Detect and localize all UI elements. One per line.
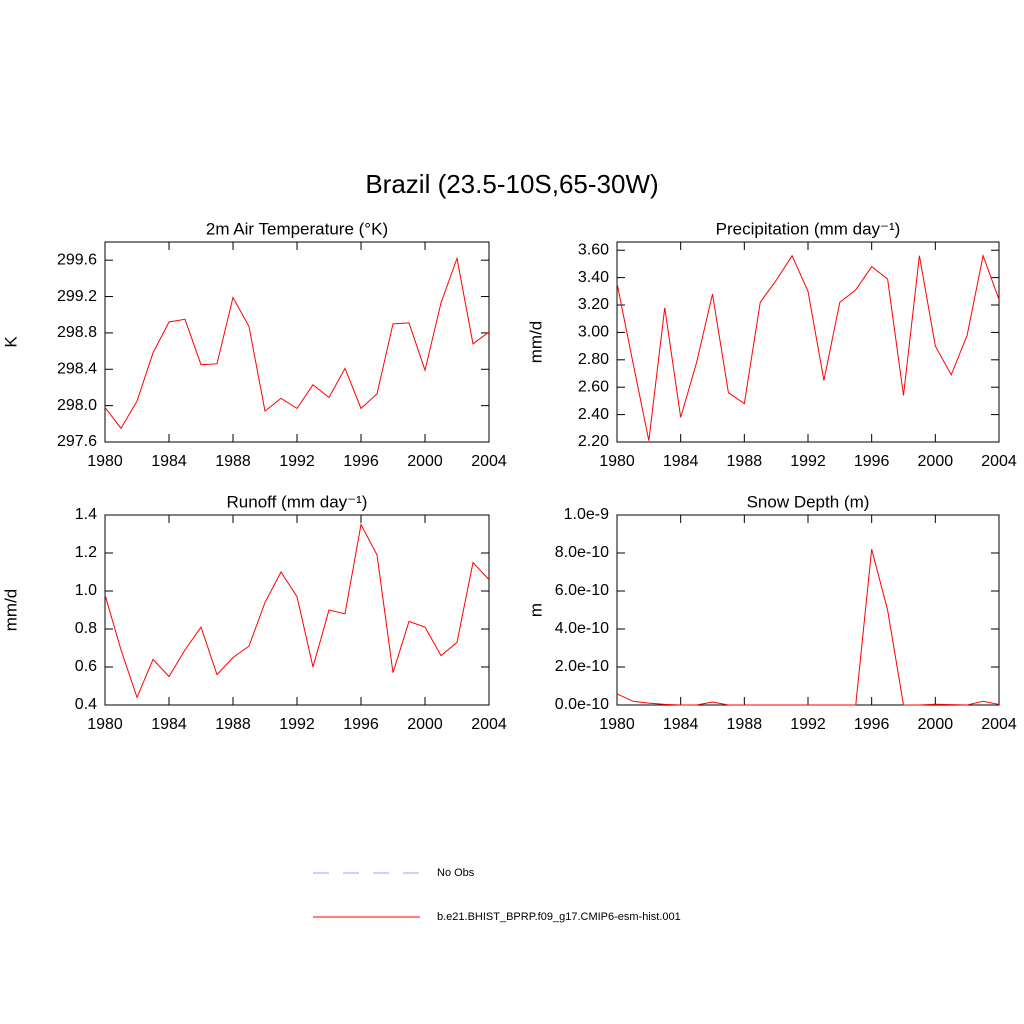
y-tick-label: 1.0 [75,582,97,599]
x-tick-label: 2000 [918,716,954,733]
y-tick-label: 3.00 [578,324,609,341]
legend-label: No Obs [437,867,475,879]
x-tick-label: 1992 [279,716,315,733]
y-tick-label: 3.60 [578,241,609,258]
x-tick-label: 1996 [343,716,379,733]
x-tick-label: 1992 [790,716,826,733]
panel-title: Snow Depth (m) [747,492,870,511]
x-tick-label: 1992 [790,453,826,470]
y-tick-label: 0.0e-10 [555,696,609,713]
y-axis-label: mm/d [526,321,545,364]
x-tick-label: 1984 [151,716,187,733]
legend-label: b.e21.BHIST_BPRP.f09_g17.CMIP6-esm-hist.… [437,911,681,923]
figure-title: Brazil (23.5-10S,65-30W) [365,169,658,199]
panel-title: 2m Air Temperature (°K) [206,219,388,238]
y-tick-label: 297.6 [57,433,97,450]
y-tick-label: 2.80 [578,351,609,368]
y-tick-label: 298.8 [57,324,97,341]
x-tick-label: 1980 [599,453,635,470]
y-tick-label: 3.20 [578,296,609,313]
y-tick-label: 2.20 [578,433,609,450]
y-tick-label: 6.0e-10 [555,582,609,599]
y-axis-label: K [1,336,20,348]
x-tick-label: 1992 [279,453,315,470]
plot-frame [104,514,490,706]
y-tick-label: 299.2 [57,288,97,305]
y-tick-label: 0.8 [75,620,97,637]
y-axis-label: mm/d [1,589,20,632]
y-tick-label: 2.40 [578,406,609,423]
data-line [104,522,490,699]
x-tick-label: 1980 [599,716,635,733]
y-tick-label: 1.4 [75,506,97,523]
x-tick-label: 1988 [727,453,763,470]
y-tick-label: 1.2 [75,544,97,561]
x-tick-label: 2000 [407,716,443,733]
x-tick-label: 2000 [918,453,954,470]
x-tick-label: 1988 [215,453,251,470]
plot-frame [104,241,490,443]
x-tick-label: 1984 [663,453,699,470]
x-tick-label: 1980 [87,453,123,470]
y-tick-label: 3.40 [578,269,609,286]
x-tick-label: 1988 [727,716,763,733]
y-tick-label: 4.0e-10 [555,620,609,637]
y-tick-label: 298.0 [57,397,97,414]
y-tick-label: 2.0e-10 [555,658,609,675]
y-tick-label: 8.0e-10 [555,544,609,561]
x-tick-label: 1984 [151,453,187,470]
panel-title: Runoff (mm day⁻¹) [227,492,368,511]
data-line [104,256,490,430]
y-tick-label: 0.4 [75,696,97,713]
plot-frame [616,241,1000,443]
plot-frame [616,514,1000,706]
y-tick-label: 2.60 [578,378,609,395]
y-tick-label: 0.6 [75,658,97,675]
y-axis-label: m [526,603,545,617]
x-tick-label: 2004 [981,716,1017,733]
data-line [616,549,1000,706]
x-tick-label: 2004 [471,716,507,733]
y-tick-label: 299.6 [57,251,97,268]
x-tick-label: 1980 [87,716,123,733]
x-tick-label: 2000 [407,453,443,470]
y-tick-label: 1.0e-9 [564,506,609,523]
x-tick-label: 1988 [215,716,251,733]
x-tick-label: 1996 [854,716,890,733]
x-tick-label: 1996 [343,453,379,470]
x-tick-label: 1996 [854,453,890,470]
panel-title: Precipitation (mm day⁻¹) [716,219,901,238]
x-tick-label: 2004 [471,453,507,470]
y-tick-label: 298.4 [57,360,97,377]
x-tick-label: 2004 [981,453,1017,470]
data-line [616,253,1000,441]
x-tick-label: 1984 [663,716,699,733]
